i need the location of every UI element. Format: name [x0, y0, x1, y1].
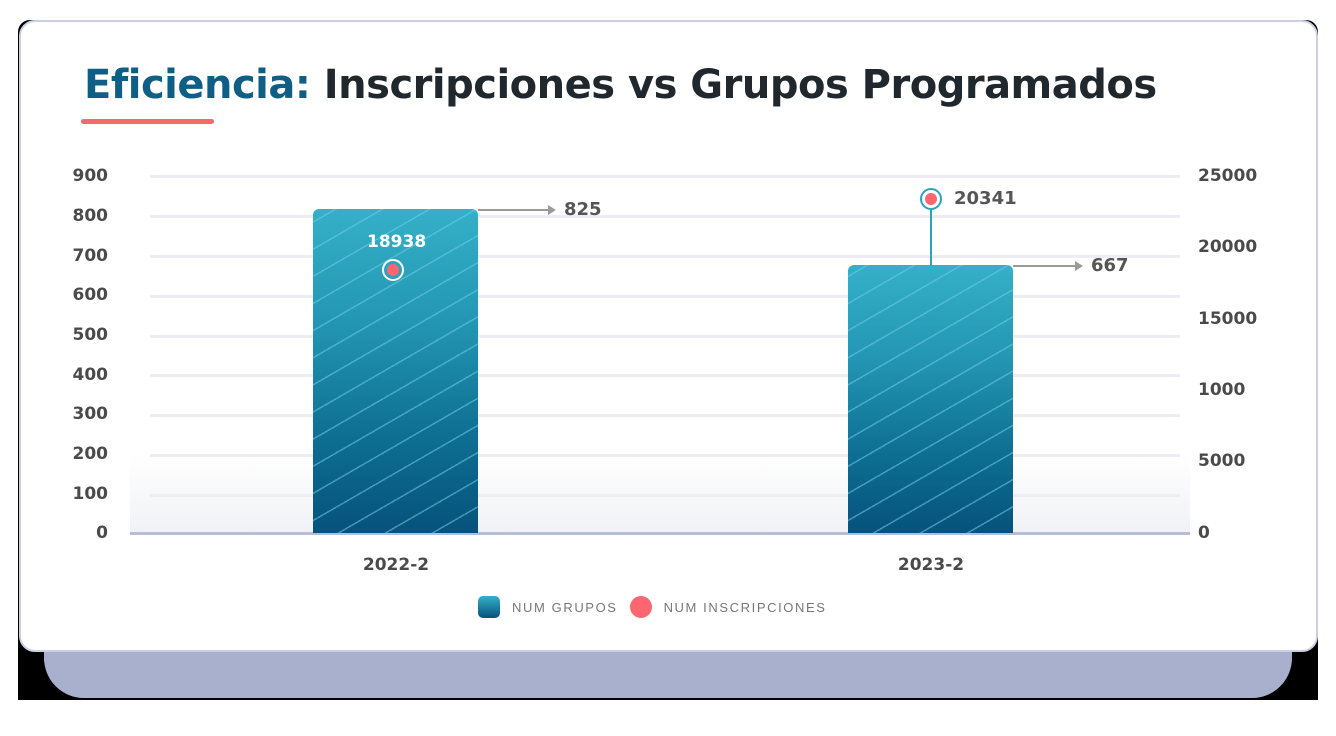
x-tick: 2022-2	[362, 555, 430, 575]
x-tick: 2023-2	[897, 555, 965, 575]
inscripciones-point-2022-2[interactable]	[382, 259, 404, 281]
y-left-tick: 800	[72, 206, 109, 226]
gridline	[150, 374, 1180, 377]
legend-item-num-grupos[interactable]: NUM GRUPOS	[478, 596, 618, 618]
dot-value-label: 18938	[367, 232, 427, 252]
y-right-tick: 15000	[1198, 309, 1258, 329]
gridline	[150, 335, 1180, 338]
y-left-tick: 300	[72, 404, 109, 424]
title-accent: Eficiencia:	[84, 62, 311, 108]
legend: NUM GRUPOS NUM INSCRIPCIONES	[478, 596, 839, 618]
gridline	[150, 175, 1180, 178]
bar-value-label: 667	[1091, 255, 1129, 276]
gridline	[150, 414, 1180, 417]
x-axis-baseline	[130, 532, 1190, 535]
y-left-tick: 700	[72, 246, 109, 266]
gridline	[150, 494, 1180, 497]
y-right-tick: 25000	[1198, 166, 1258, 186]
bar-swatch-icon	[478, 596, 500, 618]
dot-swatch-icon	[629, 596, 652, 618]
y-left-tick: 200	[72, 444, 109, 464]
y-right-tick: 1000	[1198, 380, 1246, 400]
gridline	[150, 295, 1180, 298]
bar-2022-2[interactable]	[313, 209, 478, 533]
bar-value-leader	[478, 209, 548, 211]
y-left-tick: 600	[72, 285, 109, 305]
title-text: Inscripciones vs Grupos Programados	[310, 62, 1157, 108]
legend-label: NUM INSCRIPCIONES	[663, 599, 827, 615]
y-right-tick: 5000	[1198, 451, 1246, 471]
chart-title: Eficiencia: Inscripciones vs Grupos Prog…	[84, 62, 1157, 108]
y-left-tick: 0	[96, 523, 108, 543]
inscripciones-point-2023-2[interactable]	[920, 188, 942, 210]
legend-item-num-inscripciones[interactable]: NUM INSCRIPCIONES	[629, 596, 827, 618]
gridline	[150, 255, 1180, 258]
arrow-right-icon	[548, 205, 556, 215]
title-underline	[81, 119, 214, 124]
y-left-tick: 400	[72, 365, 109, 385]
bar-value-label: 825	[564, 199, 602, 220]
bar-value-leader	[1013, 265, 1078, 267]
y-left-tick: 900	[72, 166, 109, 186]
point-stem	[930, 210, 932, 266]
legend-label: NUM GRUPOS	[512, 599, 618, 615]
gridline	[150, 215, 1180, 218]
y-right-tick: 20000	[1198, 237, 1258, 257]
y-right-tick: 0	[1198, 523, 1210, 543]
arrow-right-icon	[1075, 261, 1083, 271]
y-left-tick: 500	[72, 325, 109, 345]
gridline	[150, 454, 1180, 457]
dot-value-label: 20341	[954, 188, 1017, 209]
bar-2023-2[interactable]	[848, 265, 1013, 533]
y-left-tick: 100	[72, 484, 109, 504]
